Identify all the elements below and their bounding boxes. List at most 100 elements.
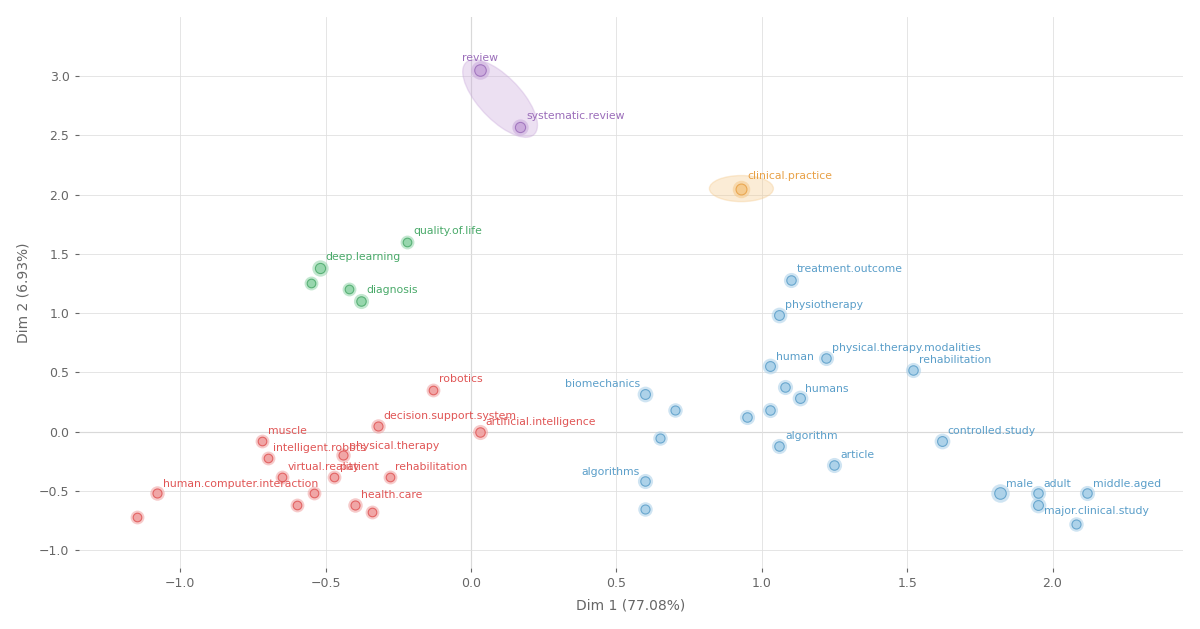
Text: article: article bbox=[840, 450, 875, 460]
Point bbox=[252, 436, 271, 446]
Point bbox=[380, 472, 400, 482]
Text: physiotherapy: physiotherapy bbox=[785, 299, 863, 309]
Point bbox=[350, 296, 370, 306]
Point bbox=[301, 279, 320, 289]
Text: muscle: muscle bbox=[268, 426, 306, 437]
Point bbox=[636, 389, 655, 399]
Point bbox=[769, 441, 788, 451]
Point bbox=[362, 507, 382, 517]
Text: humans: humans bbox=[805, 384, 848, 394]
Point bbox=[311, 263, 330, 273]
Point bbox=[368, 421, 388, 431]
Point bbox=[334, 450, 353, 460]
Text: rehabilitation: rehabilitation bbox=[919, 355, 991, 365]
Point bbox=[325, 472, 344, 482]
Point bbox=[301, 279, 320, 289]
Text: robotics: robotics bbox=[439, 374, 482, 384]
Text: major.clinical.study: major.clinical.study bbox=[1044, 506, 1148, 516]
Point bbox=[325, 472, 344, 482]
Text: deep.learning: deep.learning bbox=[325, 252, 401, 262]
Point bbox=[781, 275, 800, 285]
Point bbox=[732, 184, 751, 194]
Point bbox=[665, 405, 684, 415]
Text: treatment.outcome: treatment.outcome bbox=[797, 264, 902, 274]
Point bbox=[636, 389, 655, 399]
Point bbox=[340, 284, 359, 294]
Point bbox=[362, 507, 382, 517]
Point bbox=[311, 263, 330, 273]
Point bbox=[990, 488, 1009, 498]
Point bbox=[511, 122, 530, 132]
Point bbox=[1028, 500, 1048, 510]
Point bbox=[127, 512, 146, 522]
Point bbox=[761, 362, 780, 372]
Text: human.computer.interaction: human.computer.interaction bbox=[163, 479, 318, 489]
Point bbox=[1078, 488, 1097, 498]
Point bbox=[636, 504, 655, 514]
Point bbox=[816, 353, 835, 363]
Point bbox=[287, 500, 306, 510]
Point bbox=[368, 421, 388, 431]
Text: quality.of.life: quality.of.life bbox=[413, 226, 481, 236]
Point bbox=[346, 500, 365, 510]
Text: physical.therapy.modalities: physical.therapy.modalities bbox=[832, 343, 980, 353]
Point bbox=[761, 405, 780, 415]
X-axis label: Dim 1 (77.08%): Dim 1 (77.08%) bbox=[576, 598, 685, 613]
Point bbox=[340, 284, 359, 294]
Point bbox=[738, 413, 757, 423]
Text: health.care: health.care bbox=[360, 491, 422, 501]
Text: clinical.practice: clinical.practice bbox=[748, 172, 833, 181]
Point bbox=[650, 433, 670, 443]
Point bbox=[650, 433, 670, 443]
Text: systematic.review: systematic.review bbox=[527, 111, 625, 121]
Point bbox=[470, 65, 490, 75]
Point bbox=[272, 472, 292, 482]
Point bbox=[350, 296, 370, 306]
Point bbox=[1028, 488, 1048, 498]
Point bbox=[790, 393, 809, 403]
Text: algorithms: algorithms bbox=[582, 467, 640, 477]
Point bbox=[1066, 519, 1085, 529]
Point bbox=[932, 436, 952, 446]
Point bbox=[769, 310, 788, 320]
Point bbox=[334, 450, 353, 460]
Text: controlled.study: controlled.study bbox=[948, 426, 1036, 437]
Text: intelligent.robots: intelligent.robots bbox=[274, 443, 366, 453]
Point bbox=[424, 385, 443, 395]
Point bbox=[990, 488, 1009, 498]
Text: adult: adult bbox=[1044, 479, 1072, 489]
Point bbox=[1028, 488, 1048, 498]
Point bbox=[781, 275, 800, 285]
Point bbox=[775, 382, 794, 392]
Text: middle.aged: middle.aged bbox=[1093, 479, 1162, 489]
Point bbox=[1028, 500, 1048, 510]
Point bbox=[287, 500, 306, 510]
Point bbox=[258, 453, 277, 463]
Y-axis label: Dim 2 (6.93%): Dim 2 (6.93%) bbox=[17, 242, 31, 343]
Point bbox=[932, 436, 952, 446]
Point bbox=[1066, 519, 1085, 529]
Point bbox=[904, 365, 923, 375]
Point bbox=[636, 476, 655, 486]
Point bbox=[148, 488, 167, 498]
Text: rehabilitation: rehabilitation bbox=[396, 462, 468, 472]
Point bbox=[470, 426, 490, 437]
Point bbox=[346, 500, 365, 510]
Point bbox=[732, 184, 751, 194]
Point bbox=[470, 65, 490, 75]
Point bbox=[1078, 488, 1097, 498]
Point bbox=[761, 362, 780, 372]
Point bbox=[761, 405, 780, 415]
Text: human: human bbox=[776, 352, 814, 362]
Point bbox=[511, 122, 530, 132]
Text: physical.therapy: physical.therapy bbox=[349, 440, 439, 450]
Point bbox=[252, 436, 271, 446]
Point bbox=[904, 365, 923, 375]
Point bbox=[636, 476, 655, 486]
Text: decision.support.system: decision.support.system bbox=[384, 411, 517, 421]
Point bbox=[824, 460, 844, 470]
Point bbox=[738, 413, 757, 423]
Point bbox=[127, 512, 146, 522]
Text: virtual.reality: virtual.reality bbox=[288, 462, 360, 472]
Point bbox=[397, 237, 416, 247]
